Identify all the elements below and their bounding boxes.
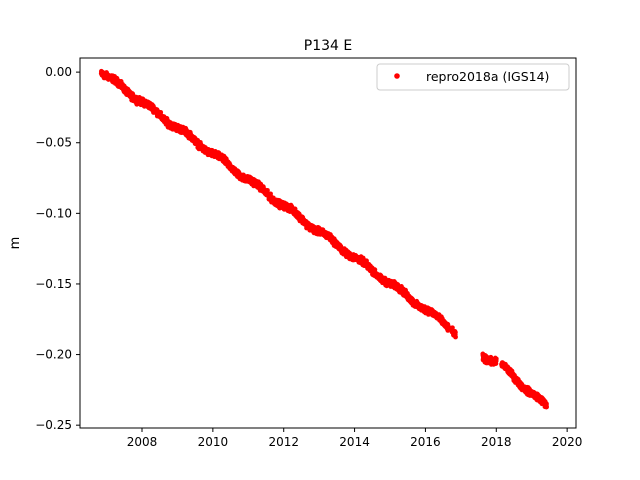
y-axis-label: m bbox=[8, 237, 23, 250]
chart-title: P134 E bbox=[304, 38, 352, 54]
x-tick-label: 2012 bbox=[268, 435, 299, 449]
y-tick-label: 0.00 bbox=[45, 65, 72, 79]
y-tick-label: −0.20 bbox=[35, 348, 72, 362]
x-tick-label: 2018 bbox=[481, 435, 512, 449]
data-point bbox=[494, 356, 499, 361]
legend: repro2018a (IGS14) bbox=[377, 64, 569, 90]
x-tick-label: 2014 bbox=[339, 435, 370, 449]
y-tick-label: −0.15 bbox=[35, 277, 72, 291]
x-tick-label: 2020 bbox=[552, 435, 583, 449]
x-tick-label: 2008 bbox=[127, 435, 158, 449]
y-tick-label: −0.25 bbox=[35, 418, 72, 432]
y-tick-label: −0.10 bbox=[35, 206, 72, 220]
legend-entry-label: repro2018a (IGS14) bbox=[426, 69, 549, 84]
y-tick-label: −0.05 bbox=[35, 136, 72, 150]
data-point bbox=[544, 405, 549, 410]
data-point bbox=[453, 330, 458, 335]
legend-marker bbox=[394, 73, 400, 79]
x-tick-label: 2016 bbox=[410, 435, 441, 449]
data-point bbox=[453, 335, 458, 340]
x-tick-label: 2010 bbox=[198, 435, 229, 449]
